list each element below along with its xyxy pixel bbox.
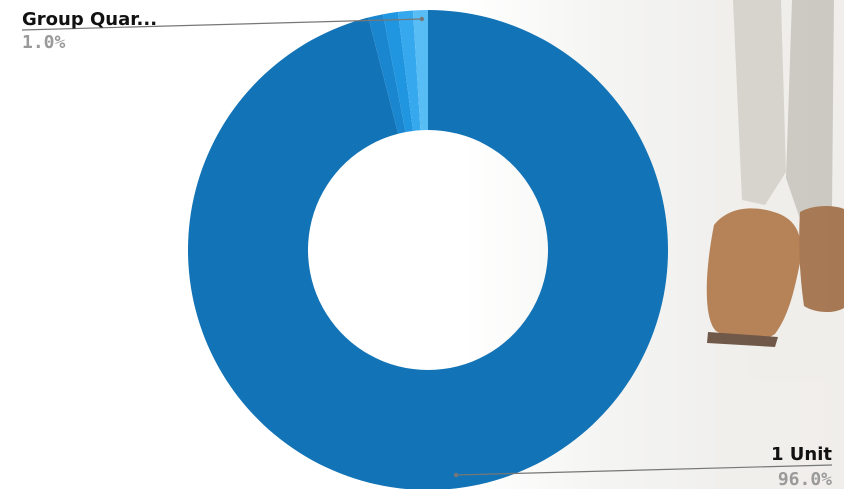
shoe-right xyxy=(799,205,844,313)
label-group-quarters-pct: 1.0% xyxy=(22,32,66,53)
label-1-unit-name: 1 Unit xyxy=(771,444,832,465)
leader-line-1-unit xyxy=(455,464,833,476)
shoe-sole xyxy=(707,332,778,347)
background-photo xyxy=(706,0,844,489)
trouser-leg-left xyxy=(733,0,786,205)
leader-dot-group-quarters xyxy=(419,16,425,22)
trouser-leg-right xyxy=(786,0,834,219)
chart-labels: Group Quar... 1.0% 1 Unit 96.0% xyxy=(21,9,833,489)
donut-slice-group-quar[interactable] xyxy=(412,10,428,131)
donut-slice-minor-1[interactable] xyxy=(368,14,406,134)
donut-slice-minor-3[interactable] xyxy=(397,10,421,131)
shoe-left xyxy=(706,208,802,341)
leader-line-group-quarters xyxy=(21,18,422,31)
donut-chart xyxy=(188,10,668,489)
donut-slice-1-unit[interactable] xyxy=(188,10,668,489)
label-group-quarters-name: Group Quar... xyxy=(22,9,157,30)
label-1-unit-pct: 96.0% xyxy=(778,469,832,489)
donut-slice-minor-2[interactable] xyxy=(383,11,413,133)
leader-dot-1-unit xyxy=(453,472,459,478)
